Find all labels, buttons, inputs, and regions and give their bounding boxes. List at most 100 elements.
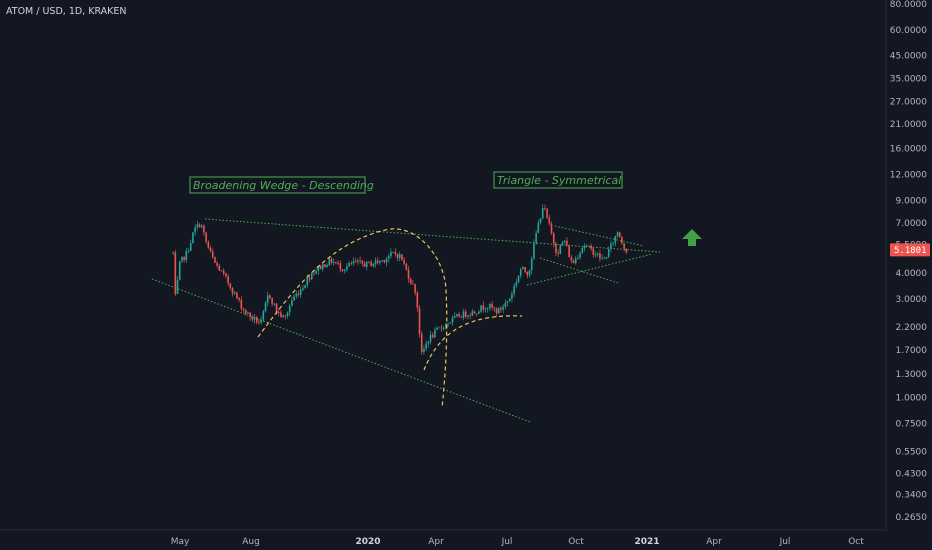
candle-body [546,208,548,218]
candle [462,308,465,321]
candle-body [623,243,625,250]
x-axis[interactable]: May Aug 2020 Apr Jul Oct 2021 Apr Jul Oct [0,529,886,547]
candle-body [374,260,377,264]
candle-body [176,279,179,294]
candle [493,306,496,312]
candle [176,276,179,295]
arc-curve[interactable] [257,228,448,409]
candle-body [396,253,399,259]
candle [610,240,612,253]
candle-body [249,312,251,317]
candle-body [174,252,177,294]
candle-body [480,305,482,312]
candle-body [361,260,364,264]
candle [407,266,410,283]
candle-body [528,270,531,276]
candle [273,302,276,307]
candle [616,231,619,239]
candle [365,261,368,271]
wedge-upper-trendline[interactable] [204,218,661,253]
candle-body [231,288,234,294]
candle [511,290,513,303]
candle [464,309,467,319]
candle [218,263,221,272]
candles-layer [172,204,628,355]
candle [539,218,542,225]
candle-body [187,250,190,252]
candle-body [440,327,443,329]
candle-body [570,257,573,261]
candle-body [552,233,555,244]
candle-body [599,253,601,259]
annotation-triangle[interactable]: Triangle - Symmetrical [493,171,623,189]
candle-body [561,242,564,246]
triangle-lower-trendline[interactable] [526,253,653,286]
candle [264,300,267,313]
candle [293,293,295,302]
candle [471,309,474,317]
candle-body [238,298,240,300]
candle-body [407,269,410,279]
candle-body [282,315,284,318]
y-tick-label: 2.2000 [896,323,928,333]
candle [519,267,522,279]
candle [302,284,304,292]
candle-body [365,261,368,267]
candle [348,261,350,267]
annotation-broadening-wedge[interactable]: Broadening Wedge - Descending [189,176,374,194]
candle [607,246,610,259]
candle-body [233,292,236,294]
candle-body [304,285,306,289]
candle [346,262,348,273]
x-tick-label: Aug [242,537,260,547]
candle-body [372,263,375,267]
base-curve[interactable] [423,315,523,371]
candle [370,259,372,267]
candle-body [581,247,584,253]
candle-body [416,292,419,308]
candle [440,324,443,332]
candle [337,259,339,266]
candle [255,316,258,325]
candle-body [414,284,416,293]
candle-body [522,267,524,270]
candle [515,278,518,289]
candle [214,256,216,264]
candle [299,286,302,299]
candle-body [227,276,229,284]
candle-body [420,333,423,352]
candle [181,256,183,264]
up-arrow-icon[interactable] [682,229,702,246]
candle-body [579,252,581,258]
candle [238,297,240,303]
candle [262,309,265,322]
candle-body [225,273,227,277]
wedge-lower-trendline[interactable] [151,278,531,423]
candle-body [436,327,438,330]
candle-body [590,245,592,249]
candle [381,259,383,263]
candle [625,248,628,254]
x-tick-label: 2020 [355,537,380,547]
candle-body [299,289,302,295]
candle-body [363,263,366,267]
y-tick-label: 21.0000 [890,120,927,130]
candle-body [401,254,403,260]
candle [449,321,452,324]
candle-body [594,254,597,256]
candle [612,241,614,247]
candle [603,256,606,259]
candle [438,327,441,329]
triangle-upper-trendline[interactable] [554,225,645,247]
candle [416,290,419,312]
candle [621,235,623,245]
candle-body [517,275,520,283]
candle [291,296,293,307]
candle-body [271,298,273,304]
candle [541,204,544,220]
candle [205,231,207,244]
y-tick-label: 12.0000 [890,170,927,180]
candle [528,269,531,278]
candle [187,248,190,254]
